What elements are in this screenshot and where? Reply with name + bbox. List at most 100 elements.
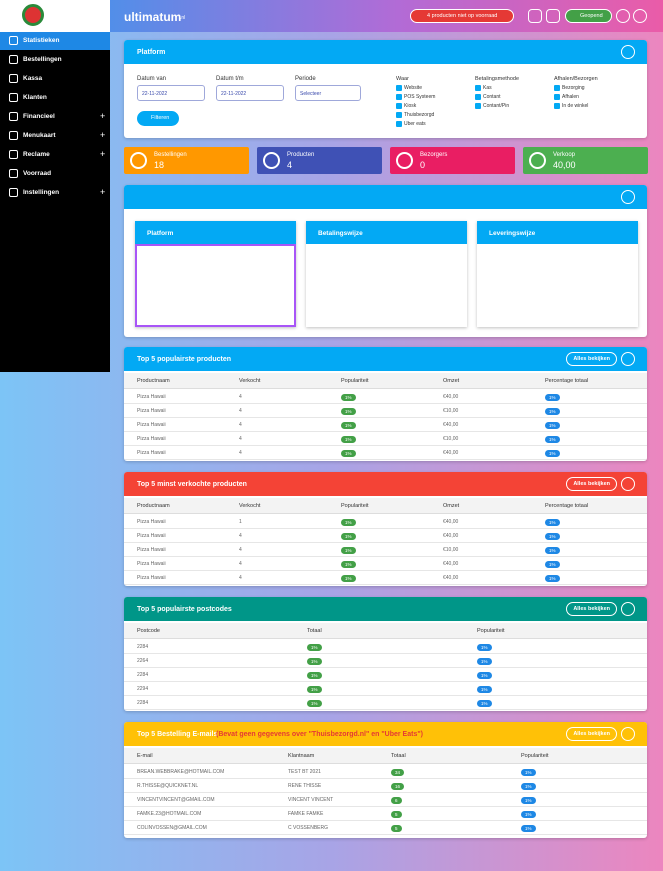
badge: 1% [521, 769, 536, 776]
checkbox[interactable] [396, 94, 402, 100]
collapse-button[interactable] [621, 352, 635, 366]
sidebar-expand: + [100, 130, 106, 140]
cell: 2264 [137, 658, 149, 664]
cell: FAMKE.23@HOTMAIL.COM [137, 811, 202, 817]
account-button[interactable] [616, 9, 630, 23]
logo-box [0, 0, 110, 32]
card-header [124, 185, 647, 209]
table-row [124, 654, 647, 668]
stat-tile: Bestellingen 18 [124, 147, 249, 174]
badge: 1% [341, 422, 356, 429]
collapse-button[interactable] [621, 45, 635, 59]
stat-label: Bestellingen [154, 152, 187, 158]
checkbox[interactable] [554, 85, 560, 91]
column-header: Omzet [443, 503, 460, 509]
table-row [124, 529, 647, 543]
sidebar [0, 32, 110, 372]
table-row [124, 640, 647, 654]
status-button[interactable]: Geopend [565, 9, 612, 23]
view-all-button[interactable]: Alles bekijken [566, 352, 617, 366]
sidebar-item[interactable]: Financieel + [0, 108, 110, 126]
badge: 1% [307, 644, 322, 651]
badge: 1% [545, 533, 560, 540]
collapse-button[interactable] [621, 602, 635, 616]
sidebar-icon [9, 169, 18, 178]
table-head-row [124, 748, 647, 764]
logo [22, 4, 44, 26]
field-input[interactable]: 22-11-2022 [216, 85, 284, 101]
cell: 2284 [137, 644, 149, 650]
field-input[interactable]: Selecteer [295, 85, 361, 101]
cell: FAMKE FAMKE [288, 811, 324, 817]
checkbox-label: Contant [483, 94, 501, 100]
checkbox[interactable] [554, 103, 560, 109]
sidebar-item[interactable]: Statistieken [0, 32, 110, 50]
checkbox[interactable] [475, 103, 481, 109]
column-header: Populariteit [477, 628, 505, 634]
checkbox[interactable] [396, 85, 402, 91]
field-label: Datum van [137, 76, 167, 82]
checkbox[interactable] [475, 94, 481, 100]
badge: 1% [521, 825, 536, 832]
stat-label: Verkoop [553, 152, 576, 158]
checkbox[interactable] [396, 121, 402, 127]
stat-value: 0 [420, 160, 426, 170]
cell: RENE THISSE [288, 783, 322, 789]
badge: 1% [307, 672, 322, 679]
sidebar-item[interactable]: Klanten [0, 89, 110, 107]
table-row [124, 571, 647, 585]
stat-value: 40,00 [553, 160, 576, 170]
sidebar-label: Statistieken [23, 37, 60, 44]
sidebar-item[interactable]: Reclame + [0, 146, 110, 164]
search-button[interactable] [633, 9, 647, 23]
table-row [124, 668, 647, 682]
checkbox[interactable] [396, 103, 402, 109]
cell: Pizza Hawaii [137, 422, 166, 428]
icon-button[interactable] [528, 9, 542, 23]
collapse-button[interactable] [621, 477, 635, 491]
checkbox[interactable] [475, 85, 481, 91]
checkbox[interactable] [554, 94, 560, 100]
view-all-button[interactable]: Alles bekijken [566, 727, 617, 741]
sidebar-item[interactable]: Voorraad [0, 165, 110, 183]
badge: 1% [545, 561, 560, 568]
sidebar-expand: + [100, 111, 106, 121]
sidebar-item[interactable]: Instellingen + [0, 184, 110, 202]
sidebar-item[interactable]: Menukaart + [0, 127, 110, 145]
checkbox-label: Afhalen [562, 94, 579, 100]
table-row [124, 765, 647, 779]
sidebar-item[interactable]: Bestellingen [0, 51, 110, 69]
table-head-row [124, 623, 647, 639]
sidebar-item[interactable]: Kassa [0, 70, 110, 88]
sidebar-label: Kassa [23, 75, 43, 82]
table-card: Top 5 minst verkochte producten Alles bek… [124, 472, 647, 586]
panel-header: Leveringswijze [477, 221, 638, 244]
column-header: Populariteit [521, 753, 549, 759]
badge: 34 [391, 769, 405, 776]
table-row [124, 779, 647, 793]
icon-button[interactable] [546, 9, 560, 23]
table-row [124, 404, 647, 418]
collapse-button[interactable] [621, 190, 635, 204]
stock-alert[interactable]: 4 producten niet op voorraad [410, 9, 514, 23]
filter-button[interactable]: Filteren [137, 111, 179, 126]
checkbox[interactable] [396, 112, 402, 118]
view-all-button[interactable]: Alles bekijken [566, 602, 617, 616]
badge: 1% [477, 686, 492, 693]
column-header: Verkocht [239, 378, 261, 384]
field-label: Periode [295, 76, 316, 82]
stat-label: Producten [287, 152, 315, 158]
card-header: Top 5 populairste producten Alles bekijke… [124, 347, 647, 371]
sidebar-icon [9, 131, 18, 140]
badge: 1% [477, 658, 492, 665]
view-all-button[interactable]: Alles bekijken [566, 477, 617, 491]
checkbox-label: Thuisbezorgd [404, 112, 435, 118]
collapse-button[interactable] [621, 727, 635, 741]
field-input[interactable]: 22-11-2022 [137, 85, 205, 101]
table-card: Top 5 populairste postcodes Alles bekijke… [124, 597, 647, 711]
panel-header: Betalingswijze [306, 221, 467, 244]
badge: 5 [391, 825, 402, 832]
column-header: Percentage totaal [545, 378, 589, 384]
badge: 1% [545, 450, 560, 457]
